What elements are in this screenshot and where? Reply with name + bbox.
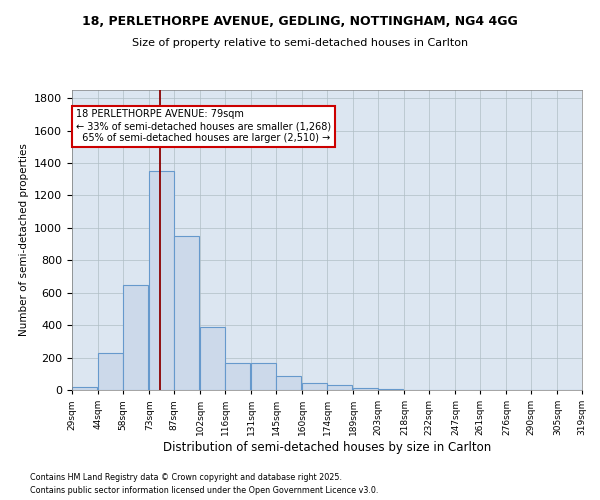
Bar (353, 388, 378, 390)
Bar (378, 389, 403, 390)
Text: Contains public sector information licensed under the Open Government Licence v3: Contains public sector information licen… (30, 486, 379, 495)
Bar (200, 327, 225, 390)
Bar (276, 376, 301, 390)
Bar (149, 171, 174, 390)
Bar (225, 363, 250, 390)
Bar (72, 387, 97, 390)
Text: Size of property relative to semi-detached houses in Carlton: Size of property relative to semi-detach… (132, 38, 468, 48)
Bar (251, 363, 276, 390)
Bar (123, 286, 148, 390)
Bar (98, 352, 123, 390)
Y-axis label: Number of semi-detached properties: Number of semi-detached properties (19, 144, 29, 336)
Bar (302, 382, 327, 390)
Text: 18, PERLETHORPE AVENUE, GEDLING, NOTTINGHAM, NG4 4GG: 18, PERLETHORPE AVENUE, GEDLING, NOTTING… (82, 15, 518, 28)
Text: 18 PERLETHORPE AVENUE: 79sqm
← 33% of semi-detached houses are smaller (1,268)
 : 18 PERLETHORPE AVENUE: 79sqm ← 33% of se… (76, 110, 331, 142)
Bar (174, 236, 199, 390)
Text: Contains HM Land Registry data © Crown copyright and database right 2025.: Contains HM Land Registry data © Crown c… (30, 472, 342, 482)
Bar (327, 386, 352, 390)
X-axis label: Distribution of semi-detached houses by size in Carlton: Distribution of semi-detached houses by … (163, 441, 491, 454)
